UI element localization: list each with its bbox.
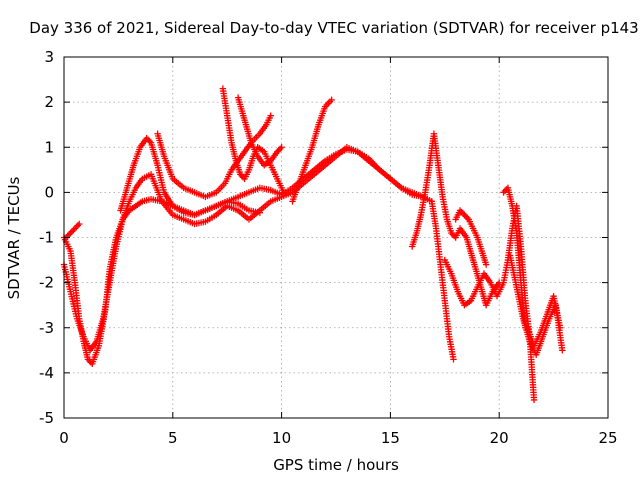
data-point (67, 229, 74, 237)
x-tick-label: 25 (598, 429, 617, 447)
series-track-6 (219, 85, 287, 196)
data-point (256, 209, 264, 216)
series-track-9 (408, 130, 503, 309)
x-tick-label: 0 (59, 429, 69, 447)
data-point (70, 226, 77, 234)
chart-title: Day 336 of 2021, Sidereal Day-to-day VTE… (29, 19, 638, 37)
axis-ticks: 0 5 10 15 20 25 -5 -4 -3 -2 -1 0 1 2 3 (39, 48, 618, 447)
data-point (450, 356, 457, 363)
data-point (530, 396, 538, 404)
data-point (68, 228, 76, 235)
y-tick-label: 3 (44, 48, 54, 66)
data-point (73, 223, 80, 231)
series-track-5 (154, 112, 274, 201)
data-point (559, 347, 566, 354)
data-point (278, 144, 285, 151)
x-tick-label: 10 (272, 429, 291, 447)
y-tick-label: 1 (44, 138, 54, 156)
data-point (328, 96, 335, 104)
data-markers (60, 85, 566, 404)
data-point (276, 145, 284, 152)
grid (64, 57, 608, 418)
data-point (280, 189, 287, 196)
data-point (267, 112, 274, 119)
data-point (71, 225, 79, 232)
y-tick-label: -4 (39, 364, 54, 382)
y-axis-label: SDTVAR / TECUs (5, 176, 23, 299)
series-track-7 (234, 94, 285, 169)
series-track-4 (117, 135, 264, 219)
x-tick-label: 20 (490, 429, 509, 447)
data-point (65, 231, 73, 238)
y-tick-label: -1 (39, 229, 54, 247)
data-point (76, 220, 83, 228)
x-axis-label: GPS time / hours (273, 456, 399, 474)
series-track-12 (452, 207, 490, 268)
y-tick-label: 0 (44, 183, 54, 201)
y-tick-label: 2 (44, 93, 54, 111)
data-point (482, 261, 490, 268)
series-track-15 (524, 292, 564, 349)
y-tick-label: -2 (39, 274, 54, 292)
data-point (74, 222, 81, 229)
x-tick-label: 15 (381, 429, 400, 447)
y-tick-label: -5 (39, 409, 54, 427)
series-track-10 (428, 198, 457, 363)
data-point (462, 213, 470, 220)
data-point (459, 210, 467, 217)
y-tick-label: -3 (39, 319, 54, 337)
x-tick-label: 5 (168, 429, 178, 447)
series-track-8 (289, 96, 335, 205)
data-point (556, 324, 564, 331)
data-point (501, 187, 509, 195)
